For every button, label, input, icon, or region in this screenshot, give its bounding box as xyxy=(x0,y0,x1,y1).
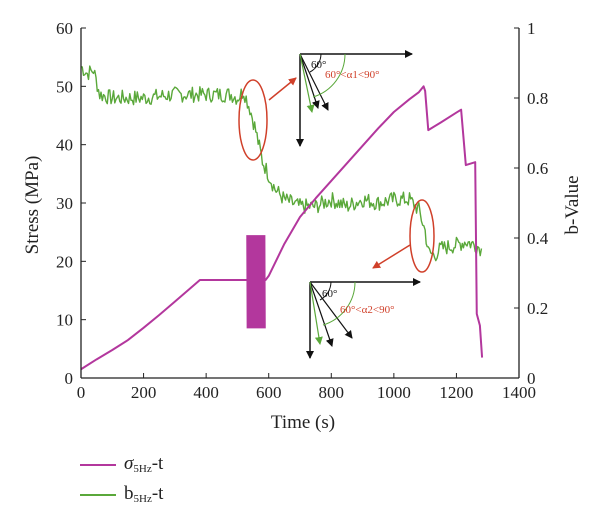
y-left-tick-label-60: 60 xyxy=(56,19,73,38)
y-right-tick-label-1: 1 xyxy=(527,19,536,38)
y-right-tick-label-0.2: 0.2 xyxy=(527,299,548,318)
x-tick-label-1000: 1000 xyxy=(377,383,411,402)
x-tick-label-1200: 1200 xyxy=(439,383,473,402)
legend-item-stress: σ5Hz-t xyxy=(80,450,280,480)
legend-swatch-bvalue xyxy=(80,494,116,496)
legend-label-bvalue: b5Hz-t xyxy=(124,483,164,505)
upper-highlight-ellipse xyxy=(238,79,268,161)
x-tick-label-800: 800 xyxy=(319,383,345,402)
lower-angle-label: 60° xyxy=(322,288,337,300)
series-line-bvalue xyxy=(80,65,483,262)
x-tick-label-1400: 1400 xyxy=(502,383,536,402)
x-axis-label: Time (s) xyxy=(271,412,335,433)
y-right-tick-label-0.4: 0.4 xyxy=(527,229,549,248)
legend-swatch-stress xyxy=(80,464,116,466)
x-tick-label-200: 200 xyxy=(131,383,157,402)
y-left-tick-label-50: 50 xyxy=(56,77,73,96)
y-right-tick-label-0: 0 xyxy=(527,369,536,388)
upper-angle-label: 60° xyxy=(311,59,326,71)
y-left-tick-label-40: 40 xyxy=(56,136,73,155)
upper-pointer-arrow xyxy=(268,77,297,101)
y-axis-left-label: Stress (MPa) xyxy=(22,156,43,255)
legend-item-bvalue: b5Hz-t xyxy=(80,480,280,510)
lower-pointer-arrow xyxy=(372,244,411,269)
y-left-tick-label-10: 10 xyxy=(56,311,73,330)
y-left-tick-label-20: 20 xyxy=(56,252,73,271)
y-right-tick-label-0.8: 0.8 xyxy=(527,89,548,108)
lower-range-label: 60°<α2<90° xyxy=(340,304,394,316)
x-tick-label-600: 600 xyxy=(256,383,282,402)
lower-angle-annotation: 60° 60°<α2<90° xyxy=(306,199,435,359)
x-tick-label-400: 400 xyxy=(193,383,219,402)
series-line-stress xyxy=(80,85,484,371)
y-left-tick-label-0: 0 xyxy=(65,369,74,388)
x-tick-label-0: 0 xyxy=(77,383,86,402)
lower-highlight-ellipse xyxy=(409,199,435,273)
legend-label-stress: σ5Hz-t xyxy=(124,453,164,475)
y-axis-right-label: b-Value xyxy=(562,175,583,234)
y-right-tick-label-0.6: 0.6 xyxy=(527,159,548,178)
legend: σ5Hz-t b5Hz-t xyxy=(80,450,280,510)
stress-oscillation xyxy=(246,235,266,329)
upper-angle-annotation: 60° 60°<α1<90° xyxy=(238,50,413,161)
upper-range-label: 60°<α1<90° xyxy=(325,69,379,81)
y-left-tick-label-30: 30 xyxy=(56,194,73,213)
